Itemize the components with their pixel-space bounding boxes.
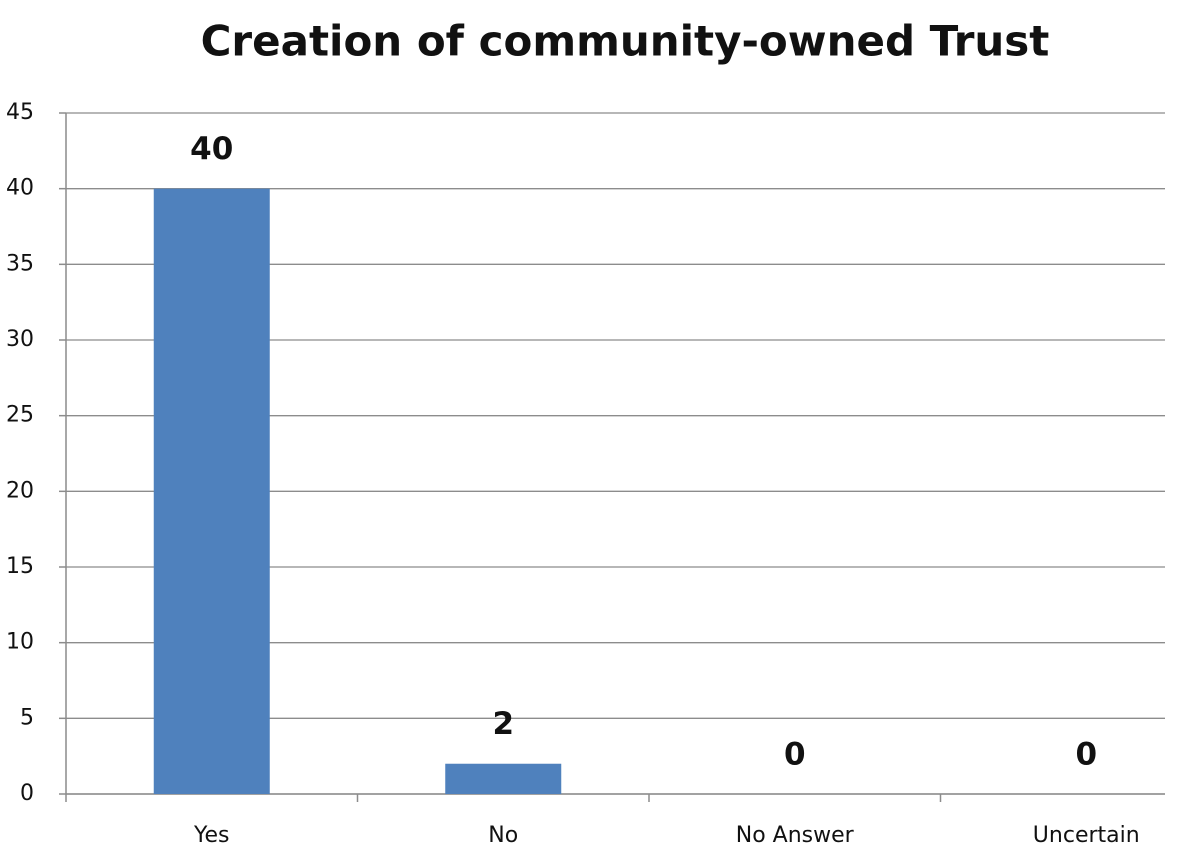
y-tick-label: 35: [6, 251, 34, 276]
y-tick-label: 5: [20, 705, 34, 730]
x-tick-label: No: [488, 823, 518, 848]
y-tick-label: 25: [6, 403, 34, 428]
data-label: 40: [190, 131, 233, 167]
data-label: 0: [1075, 737, 1097, 773]
y-tick-label: 15: [6, 554, 34, 579]
x-tick-label: Uncertain: [1033, 823, 1140, 848]
chart-title: Creation of community-owned Trust: [201, 17, 1050, 66]
y-tick-label: 45: [6, 100, 34, 125]
y-tick-label: 10: [6, 630, 34, 655]
x-tick-label: Yes: [193, 823, 230, 848]
bar: [153, 188, 270, 794]
y-tick-label: 30: [6, 327, 34, 352]
x-tick-label: No Answer: [736, 823, 855, 848]
y-tick-label: 0: [20, 781, 34, 806]
data-label: 2: [492, 706, 514, 742]
bar: [445, 763, 562, 794]
y-tick-label: 20: [6, 478, 34, 503]
data-label: 0: [784, 737, 806, 773]
y-tick-label: 40: [6, 176, 34, 201]
